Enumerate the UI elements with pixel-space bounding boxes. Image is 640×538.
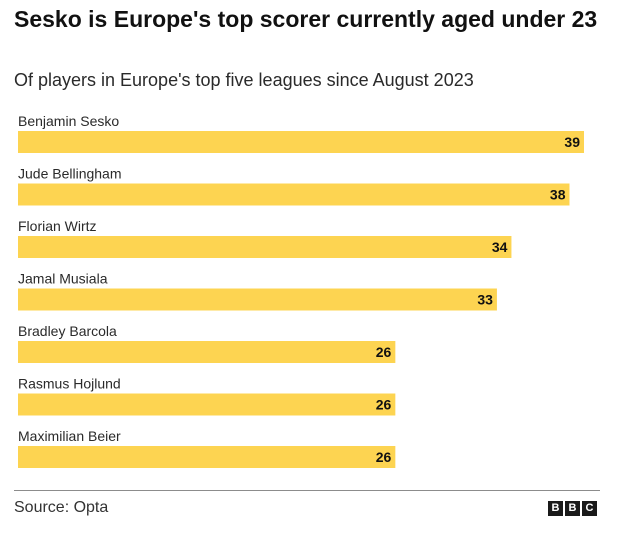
bbc-logo: B B C xyxy=(548,501,597,516)
bar xyxy=(18,393,396,416)
bar-value-label: 39 xyxy=(564,134,580,150)
bar-value-label: 26 xyxy=(376,449,392,465)
bar-category-label: Maximilian Beier xyxy=(18,428,121,444)
bar xyxy=(18,288,497,311)
bar-category-label: Benjamin Sesko xyxy=(18,113,119,129)
bar xyxy=(18,236,512,258)
bar-category-label: Jamal Musiala xyxy=(18,271,108,287)
chart-title: Sesko is Europe's top scorer currently a… xyxy=(14,6,598,32)
bar xyxy=(18,446,396,468)
bar-value-label: 26 xyxy=(376,397,392,413)
bbc-logo-letter: B xyxy=(565,501,580,516)
bar-value-label: 33 xyxy=(477,292,493,308)
bar xyxy=(18,131,584,153)
bar-category-label: Jude Bellingham xyxy=(18,166,122,182)
source-note: Source: Opta xyxy=(14,499,109,516)
bar-value-label: 38 xyxy=(550,187,566,203)
bbc-logo-letter: B xyxy=(548,501,563,516)
bar-category-label: Rasmus Hojlund xyxy=(18,376,121,392)
footer-divider xyxy=(14,490,600,491)
bar xyxy=(18,341,396,363)
bar-category-label: Florian Wirtz xyxy=(18,218,97,234)
bar-category-label: Bradley Barcola xyxy=(18,323,117,339)
bbc-logo-letter: C xyxy=(582,501,597,516)
bar xyxy=(18,183,570,206)
chart-subtitle: Of players in Europe's top five leagues … xyxy=(14,70,474,90)
bar-value-label: 26 xyxy=(376,344,392,360)
bar-value-label: 34 xyxy=(492,239,508,255)
